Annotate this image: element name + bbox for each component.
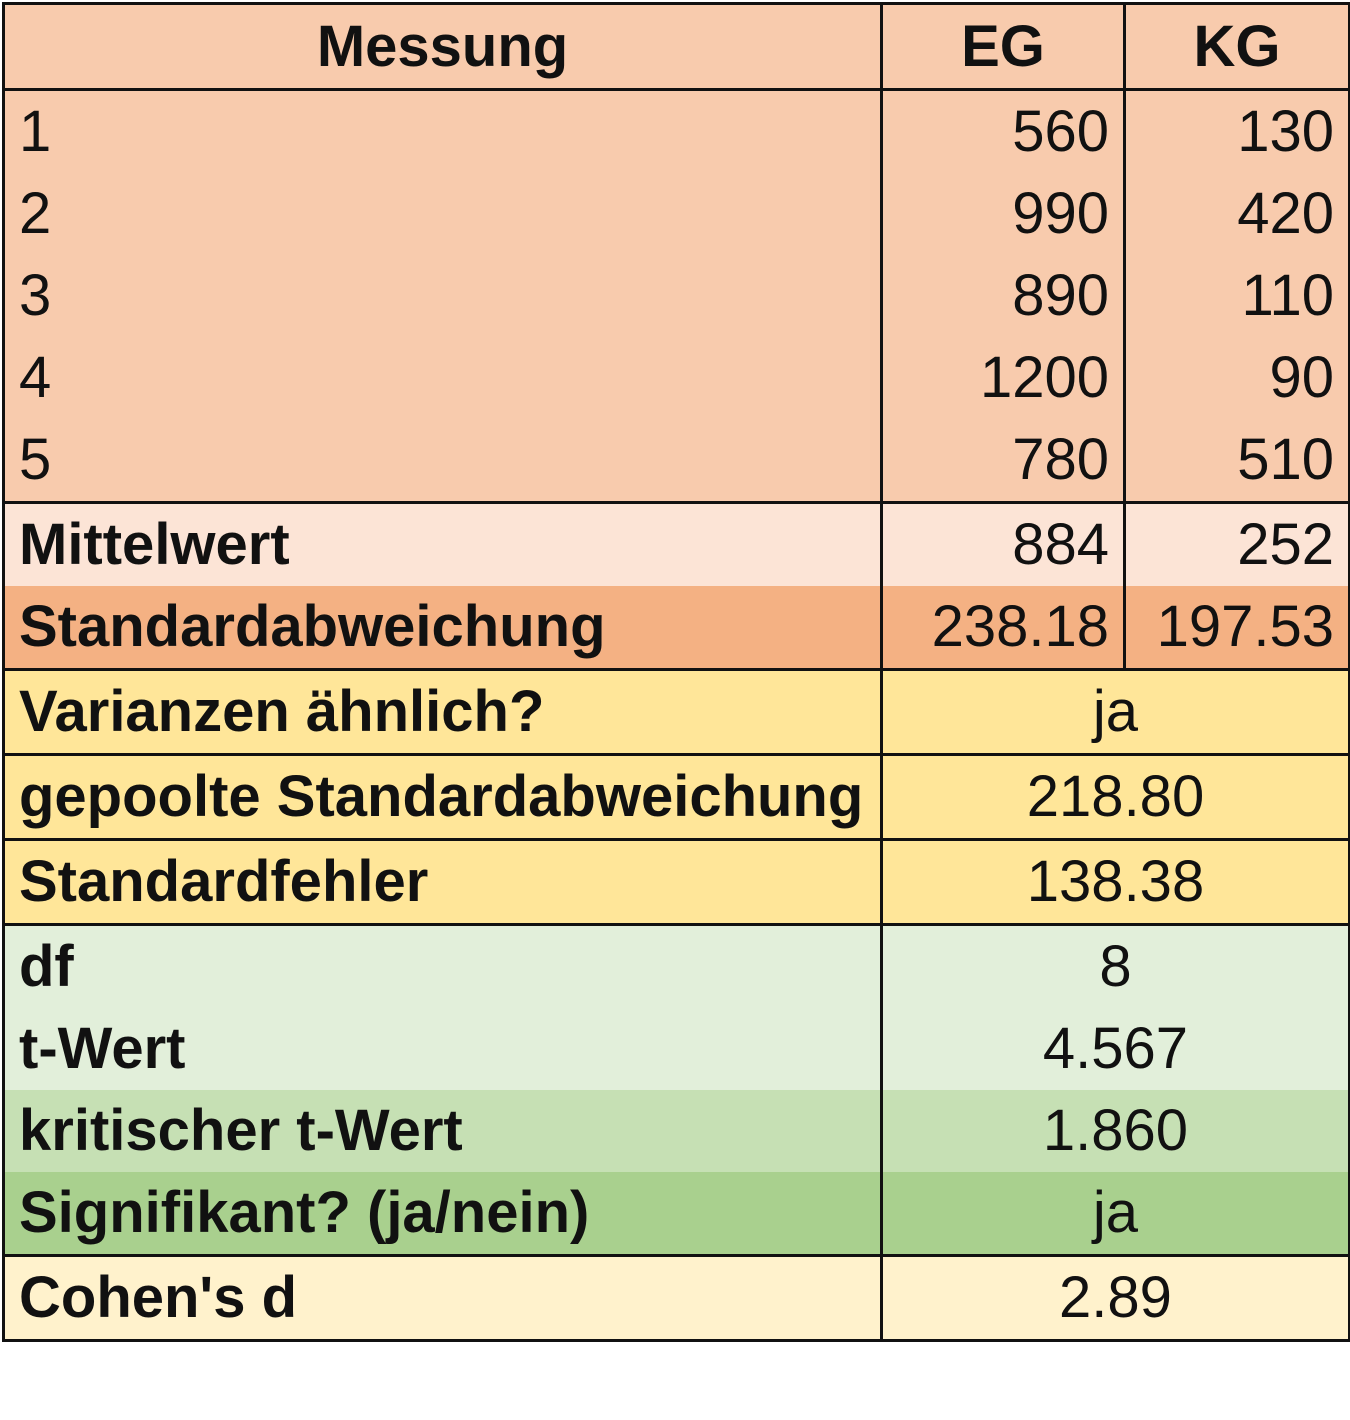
sd-row: Standardabweichung 238.18 197.53: [2, 586, 1350, 671]
mean-eg[interactable]: 884: [880, 501, 1126, 586]
significant-row: Signifikant? (ja/nein) ja: [2, 1172, 1350, 1257]
measurement-row: 2 990 420: [2, 173, 1350, 255]
measurement-number[interactable]: 2: [2, 173, 883, 255]
significant-value[interactable]: ja: [880, 1172, 1350, 1257]
mean-label[interactable]: Mittelwert: [2, 501, 883, 586]
measurement-eg[interactable]: 780: [880, 419, 1126, 504]
measurement-eg[interactable]: 890: [880, 255, 1126, 337]
measurement-kg[interactable]: 420: [1123, 173, 1350, 255]
measurement-kg[interactable]: 130: [1123, 88, 1350, 173]
measurement-eg[interactable]: 1200: [880, 337, 1126, 419]
measurement-number[interactable]: 4: [2, 337, 883, 419]
standard-error-row: Standardfehler 138.38: [2, 838, 1350, 926]
measurement-row: 5 780 510: [2, 419, 1350, 504]
critical-t-label[interactable]: kritischer t-Wert: [2, 1090, 883, 1172]
cohens-d-row: Cohen's d 2.89: [2, 1254, 1350, 1342]
measurement-number[interactable]: 5: [2, 419, 883, 504]
sd-eg[interactable]: 238.18: [880, 586, 1126, 671]
variances-value[interactable]: ja: [880, 668, 1350, 756]
standard-error-value[interactable]: 138.38: [880, 838, 1350, 926]
header-kg[interactable]: KG: [1123, 2, 1350, 91]
mean-row: Mittelwert 884 252: [2, 501, 1350, 586]
measurement-row: 4 1200 90: [2, 337, 1350, 419]
header-row: Messung EG KG: [2, 2, 1350, 91]
t-value-row: t-Wert 4.567: [2, 1008, 1350, 1090]
measurement-eg[interactable]: 560: [880, 88, 1126, 173]
measurement-row: 3 890 110: [2, 255, 1350, 337]
pooled-sd-value[interactable]: 218.80: [880, 753, 1350, 841]
header-eg[interactable]: EG: [880, 2, 1126, 91]
cohens-d-value[interactable]: 2.89: [880, 1254, 1350, 1342]
critical-t-row: kritischer t-Wert 1.860: [2, 1090, 1350, 1172]
measurement-row: 1 560 130: [2, 88, 1350, 173]
measurement-number[interactable]: 3: [2, 255, 883, 337]
sd-label[interactable]: Standardabweichung: [2, 586, 883, 671]
standard-error-label[interactable]: Standardfehler: [2, 838, 883, 926]
measurement-number[interactable]: 1: [2, 88, 883, 173]
df-value[interactable]: 8: [880, 923, 1350, 1008]
sd-kg[interactable]: 197.53: [1123, 586, 1350, 671]
df-row: df 8: [2, 923, 1350, 1008]
variances-label[interactable]: Varianzen ähnlich?: [2, 668, 883, 756]
cohens-d-label[interactable]: Cohen's d: [2, 1254, 883, 1342]
header-messung[interactable]: Messung: [2, 2, 883, 91]
measurement-kg[interactable]: 90: [1123, 337, 1350, 419]
t-value-value[interactable]: 4.567: [880, 1008, 1350, 1090]
significant-label[interactable]: Signifikant? (ja/nein): [2, 1172, 883, 1257]
pooled-sd-label[interactable]: gepoolte Standardabweichung: [2, 753, 883, 841]
pooled-sd-row: gepoolte Standardabweichung 218.80: [2, 753, 1350, 841]
t-value-label[interactable]: t-Wert: [2, 1008, 883, 1090]
df-label[interactable]: df: [2, 923, 883, 1008]
t-test-table: Messung EG KG 1 560 130 2 990 420 3 890 …: [2, 2, 1350, 1342]
variances-row: Varianzen ähnlich? ja: [2, 668, 1350, 756]
mean-kg[interactable]: 252: [1123, 501, 1350, 586]
measurement-eg[interactable]: 990: [880, 173, 1126, 255]
critical-t-value[interactable]: 1.860: [880, 1090, 1350, 1172]
measurement-kg[interactable]: 510: [1123, 419, 1350, 504]
measurement-kg[interactable]: 110: [1123, 255, 1350, 337]
